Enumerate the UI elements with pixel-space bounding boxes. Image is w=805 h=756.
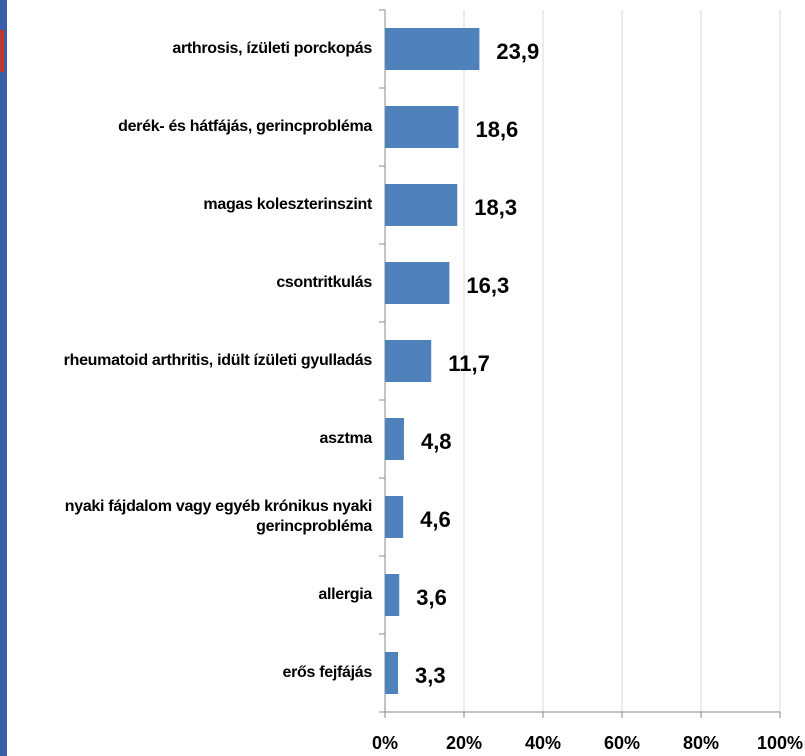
- bar: [385, 340, 432, 382]
- bar: [385, 652, 399, 694]
- side-accent: [0, 30, 4, 72]
- bar: [385, 184, 458, 226]
- bar: [385, 262, 450, 304]
- value-label: 3,6: [416, 585, 447, 610]
- x-tick-label: 60%: [604, 733, 640, 753]
- category-label: rheumatoid arthritis, idült ízületi gyul…: [63, 352, 373, 369]
- category-label: arthrosis, ízületi porckopás: [172, 40, 372, 57]
- bar: [385, 418, 404, 460]
- bar: [385, 574, 400, 616]
- value-label: 16,3: [466, 273, 509, 298]
- value-label: 23,9: [496, 39, 539, 64]
- side-bar: [0, 0, 7, 756]
- category-label: csontritkulás: [276, 274, 372, 291]
- bar: [385, 28, 480, 70]
- value-label: 11,7: [448, 351, 490, 376]
- bar: [385, 496, 404, 538]
- value-label: 4,8: [421, 429, 452, 454]
- category-label: allergia: [318, 586, 372, 603]
- x-tick-label: 40%: [525, 733, 561, 753]
- x-tick-label: 100%: [757, 733, 803, 753]
- value-label: 4,6: [420, 507, 451, 532]
- value-label: 18,6: [475, 117, 518, 142]
- category-label: erős fejfájás: [282, 664, 373, 681]
- x-tick-label: 0%: [372, 733, 398, 753]
- value-label: 18,3: [474, 195, 517, 220]
- value-label: 3,3: [415, 663, 446, 688]
- x-tick-label: 20%: [446, 733, 482, 753]
- category-label: asztma: [319, 430, 373, 447]
- category-label: nyaki fájdalom vagy egyéb krónikus nyaki…: [64, 498, 373, 535]
- x-tick-label: 80%: [683, 733, 719, 753]
- category-label: magas koleszterinszint: [203, 196, 372, 213]
- category-label: derék- és hátfájás, gerincprobléma: [118, 118, 372, 135]
- bar: [385, 106, 459, 148]
